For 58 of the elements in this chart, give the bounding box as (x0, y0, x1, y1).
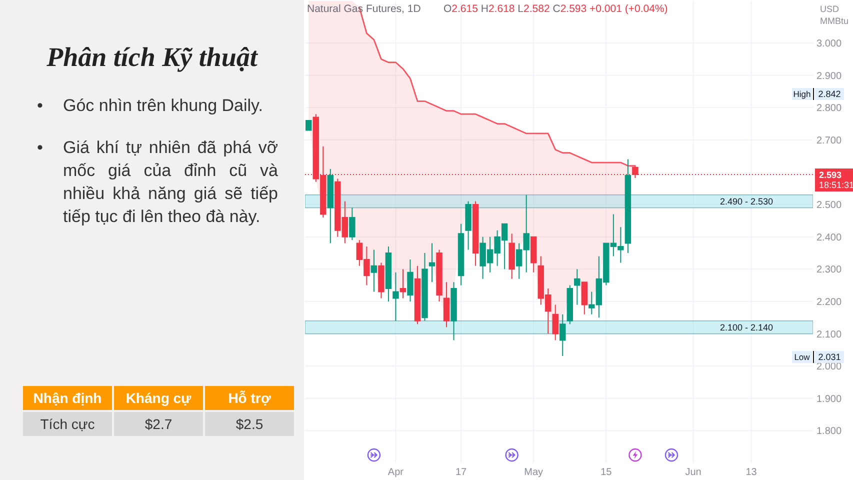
y-tick-label: 2.300 (816, 264, 842, 276)
category-label: Kháng cự (114, 386, 203, 410)
y-tick-label: 2.200 (816, 296, 842, 308)
candlestick (414, 265, 421, 325)
candlestick (349, 207, 356, 241)
candlestick (385, 246, 392, 302)
category-label: Hỗ trợ (205, 386, 294, 410)
y-tick-label: 1.800 (816, 426, 842, 438)
candlestick (422, 252, 428, 322)
candlestick (560, 314, 566, 357)
candlestick (552, 304, 558, 341)
y-tick-label: 2.800 (816, 103, 842, 114)
candlestick (306, 120, 312, 131)
candlestick (530, 236, 537, 273)
candlestick (465, 200, 472, 250)
text: • Góc nhìn trên khung Daily. (37, 95, 264, 117)
y-tick-label: 2.900 (816, 70, 842, 82)
annotation: Low 2.031 (794, 352, 841, 362)
candlestick (450, 282, 457, 341)
candlestick (370, 249, 378, 292)
candlestick (378, 262, 384, 299)
candlestick (443, 282, 450, 328)
x-tick-label: May (524, 467, 544, 478)
candlestick (566, 284, 573, 325)
candlestick (624, 158, 632, 254)
band-label: 2.490 - 2.530 (720, 196, 773, 206)
annotation: High 2.842 (793, 88, 841, 100)
x-tick-label: Jun (685, 467, 702, 478)
candlestick (407, 258, 414, 302)
candlestick (428, 242, 436, 283)
y-tick-label: 2.100 (816, 329, 842, 340)
x-tick-label: 13 (746, 467, 758, 478)
candlestick (508, 233, 515, 280)
candlestick (392, 272, 399, 322)
text: $2.5 (236, 416, 264, 432)
y-axis-title: USD MMBtu (820, 4, 849, 26)
x-tick-label: Apr (388, 467, 404, 478)
text: Tích cực (40, 416, 95, 432)
x-tick-label: 15 (600, 467, 612, 478)
x-tick-label: 17 (455, 467, 468, 478)
y-tick-label: 2.400 (816, 232, 842, 244)
candlestick (472, 200, 479, 266)
text: O2.615 H2.618 L2.582 C2.593 +0.001 (+0.04%) (444, 3, 668, 15)
candlestick (327, 168, 334, 244)
candlestick (581, 282, 588, 315)
text: Phân tích Kỹ thuật (46, 41, 259, 74)
candlestick (574, 268, 580, 306)
band-label: 2.100 - 2.140 (720, 322, 773, 332)
candlestick (458, 223, 464, 286)
category-label: Nhận định (23, 386, 112, 410)
y-tick-label: 2.500 (816, 200, 842, 212)
y-tick-label: 2.700 (816, 135, 842, 146)
y-tick-label: 3.000 (816, 38, 842, 50)
candlestick (436, 249, 442, 302)
y-tick-label: 1.900 (816, 394, 842, 405)
candlestick (400, 268, 406, 299)
text: • Giá khí tự nhiên đã phá vỡ mốc giá của đỉnh cũ và nhiều khả năng giá sẽ tiếp tiếp tục đi lên theo đà này. (37, 137, 278, 226)
text: $2.7 (144, 416, 172, 432)
